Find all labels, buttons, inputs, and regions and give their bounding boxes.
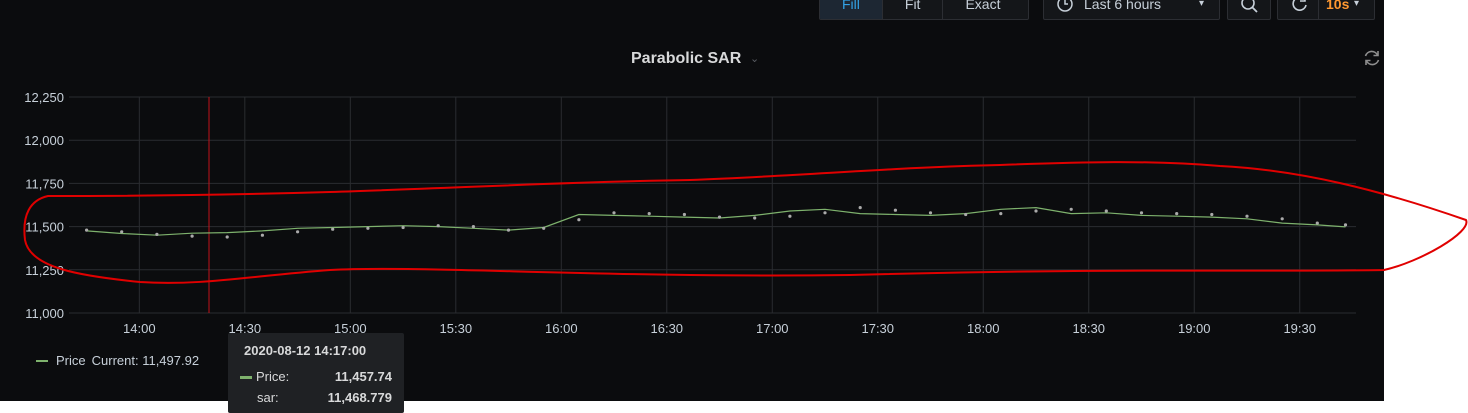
exact-button[interactable]: Exact bbox=[965, 0, 1001, 12]
x-tick-label: 14:00 bbox=[123, 321, 156, 336]
x-tick-label: 16:30 bbox=[651, 321, 684, 336]
series-sar-point bbox=[753, 216, 757, 220]
annotation-outline bbox=[23, 161, 1468, 284]
series-sar-point bbox=[858, 206, 862, 210]
tooltip-price-label: Price: bbox=[256, 369, 290, 384]
chevron-down-icon: ▾ bbox=[1199, 0, 1205, 9]
series-sar-point bbox=[612, 211, 616, 215]
series-sar-point bbox=[1104, 209, 1108, 213]
series-sar-point bbox=[331, 227, 335, 231]
legend-series-name: Price bbox=[56, 353, 86, 368]
series-sar-point bbox=[85, 228, 89, 232]
hover-tooltip: 2020-08-12 14:17:00 Price: 11,457.74 sar… bbox=[228, 333, 404, 413]
x-tick-label: 19:30 bbox=[1283, 321, 1316, 336]
series-sar-point bbox=[436, 224, 440, 228]
chevron-down-icon[interactable]: ⌄ bbox=[750, 53, 760, 65]
chart-legend[interactable]: Price Current: 11,497.92 bbox=[36, 353, 199, 368]
series-sar-point bbox=[577, 218, 581, 222]
tooltip-price-value: 11,457.74 bbox=[334, 369, 392, 384]
x-tick-label: 19:00 bbox=[1178, 321, 1211, 336]
series-sar-point bbox=[1315, 221, 1319, 225]
legend-current-value: Current: 11,497.92 bbox=[91, 353, 200, 368]
y-tick-label: 12,000 bbox=[24, 133, 64, 148]
series-sar-point bbox=[1139, 211, 1144, 215]
series-sar-point bbox=[542, 226, 546, 230]
x-tick-label: 18:30 bbox=[1072, 321, 1105, 336]
series-sar-point bbox=[225, 235, 229, 239]
x-tick-label: 17:30 bbox=[861, 321, 894, 336]
series-sar-point bbox=[1210, 212, 1214, 217]
series-sar-point bbox=[506, 228, 511, 232]
series-sar-point bbox=[260, 233, 264, 237]
series-sar-point bbox=[401, 225, 405, 230]
refresh-picker[interactable]: 10s ▾ bbox=[1277, 0, 1375, 20]
y-tick-label: 11,250 bbox=[25, 263, 64, 278]
series-sar-point bbox=[1069, 207, 1073, 211]
series-sar-point bbox=[190, 234, 194, 238]
series-sar-point bbox=[928, 211, 933, 215]
series-sar-point bbox=[1245, 214, 1249, 218]
tooltip-swatch bbox=[240, 376, 252, 380]
time-range-label: Last 6 hours bbox=[1084, 0, 1162, 12]
y-tick-label: 11,500 bbox=[25, 220, 64, 235]
x-tick-label: 18:00 bbox=[967, 321, 1000, 336]
series-sar-point bbox=[964, 212, 968, 217]
tooltip-sar-label: sar: bbox=[257, 390, 279, 405]
refresh-interval-label: 10s bbox=[1326, 0, 1350, 12]
tooltip-sar-value: 11,468.779 bbox=[327, 390, 392, 405]
series-sar-point bbox=[471, 225, 475, 229]
series-sar-point bbox=[788, 214, 792, 218]
series-sar-point bbox=[682, 212, 687, 217]
series-sar-point bbox=[1343, 223, 1348, 227]
legend-swatch-price bbox=[36, 359, 48, 362]
series-sar-point bbox=[296, 230, 300, 234]
series-sar-point bbox=[999, 212, 1003, 216]
tooltip-row-price: Price: 11,457.74 bbox=[240, 369, 392, 384]
series-sar-point bbox=[1175, 212, 1179, 216]
fit-button[interactable]: Fit bbox=[883, 0, 944, 19]
series-sar-point bbox=[1034, 209, 1038, 213]
x-tick-label: 15:30 bbox=[440, 321, 473, 336]
zoom-out-icon bbox=[1241, 0, 1258, 13]
series-sar-point bbox=[823, 211, 827, 215]
x-tick-label: 16:00 bbox=[545, 321, 578, 336]
series-sar-point bbox=[1280, 217, 1284, 221]
panel-title[interactable]: Parabolic SAR bbox=[631, 50, 742, 67]
series-price-line bbox=[86, 206, 1346, 236]
refresh-icon bbox=[1292, 0, 1307, 11]
series-sar-point bbox=[155, 232, 159, 236]
clock-icon bbox=[1057, 0, 1073, 12]
y-tick-label: 11,000 bbox=[25, 306, 64, 321]
x-tick-label: 17:00 bbox=[756, 321, 789, 336]
tooltip-row-sar: sar: 11,468.779 bbox=[240, 390, 392, 405]
zoom-out-button[interactable] bbox=[1227, 0, 1271, 20]
tooltip-time: 2020-08-12 14:17:00 bbox=[244, 343, 367, 358]
series-sar-point bbox=[366, 226, 370, 230]
chevron-down-icon: ▾ bbox=[1354, 0, 1360, 9]
fill-button[interactable]: Fill bbox=[820, 0, 883, 19]
panel-refresh-icon[interactable] bbox=[1362, 48, 1382, 68]
series-sar-point bbox=[120, 230, 124, 234]
x-tick-label: 15:00 bbox=[334, 321, 367, 336]
y-tick-label: 11,750 bbox=[25, 176, 64, 191]
x-tick-label: 14:30 bbox=[229, 321, 262, 336]
time-range-picker[interactable]: Last 6 hours ▾ bbox=[1043, 0, 1220, 20]
series-sar-point bbox=[717, 215, 722, 219]
y-tick-label: 12,250 bbox=[24, 90, 64, 105]
series-sar-point bbox=[893, 208, 898, 212]
chart-area[interactable]: 11,000 11,250 11,500 11,750 12,000 12,250 14:… bbox=[0, 0, 1468, 401]
series-sar-point bbox=[647, 212, 651, 216]
zoom-button-group: Fill Fit Exact bbox=[819, 0, 1029, 20]
